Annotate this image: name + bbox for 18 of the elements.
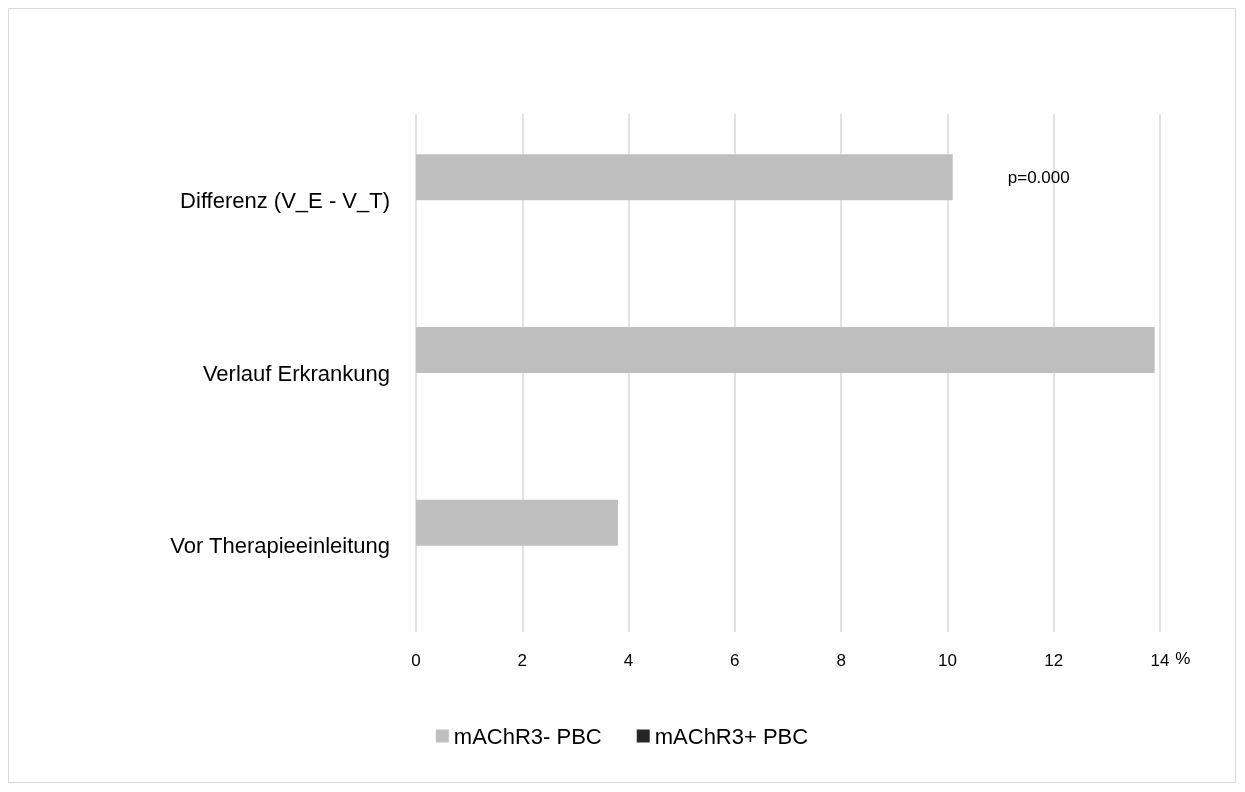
y-tick-label: Verlauf Erkrankung <box>202 360 390 386</box>
x-tick-label: 8 <box>836 651 846 670</box>
bar <box>416 327 1155 373</box>
bar <box>416 499 618 546</box>
x-axis-title: % <box>1175 649 1191 668</box>
legend-label: mAChR3+ PBC <box>654 723 809 749</box>
legend-label: mAChR3- PBC <box>453 723 602 749</box>
x-tick-label: 6 <box>730 651 740 670</box>
y-tick-label: Differenz (V_E - V_T) <box>180 187 390 213</box>
x-tick-label: 12 <box>1044 651 1064 670</box>
x-tick-label: 4 <box>623 651 634 670</box>
bar <box>416 154 953 201</box>
x-tick-label: 14 <box>1150 651 1170 670</box>
y-tick-label: Vor Therapieeinleitung <box>170 533 390 559</box>
x-tick-label: 10 <box>937 651 957 670</box>
x-tick-label: 0 <box>411 651 421 670</box>
x-tick-label: 2 <box>517 651 528 670</box>
annotation: p=0.000 <box>1007 167 1070 187</box>
